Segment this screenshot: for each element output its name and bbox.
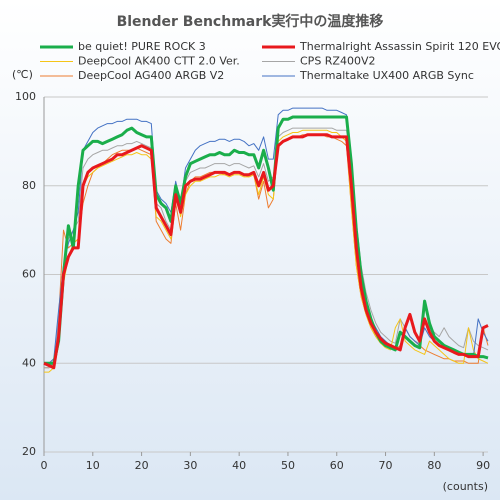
legend-label: CPS RZ400V2 [300, 55, 376, 68]
x-tick-label: 90 [476, 459, 490, 472]
x-tick-label: 30 [183, 459, 197, 472]
y-unit: (℃) [12, 68, 33, 81]
y-tick-label: 60 [22, 268, 36, 281]
y-tick-label: 40 [22, 356, 36, 369]
series-line [44, 107, 489, 364]
legend-label: Thermalright Assassin Spirit 120 EVO [299, 40, 500, 53]
x-tick-label: 60 [330, 459, 344, 472]
x-tick-label: 0 [41, 459, 48, 472]
x-tick-label: 80 [427, 459, 441, 472]
y-tick-label: 100 [15, 90, 36, 103]
x-tick-label: 10 [86, 459, 100, 472]
legend-label: DeepCool AG400 ARGB V2 [78, 69, 224, 82]
series-line [43, 133, 489, 370]
legend-label: Thermaltake UX400 ARGB Sync [299, 69, 474, 82]
y-tick-label: 20 [22, 445, 36, 458]
chart-title: Blender Benchmark実行中の温度推移 [117, 13, 384, 30]
legend-label: DeepCool AK400 CTT 2.0 Ver. [78, 55, 240, 68]
x-unit: (counts) [443, 480, 488, 493]
x-tick-label: 50 [281, 459, 295, 472]
series-line [44, 115, 489, 365]
x-tick-label: 40 [232, 459, 246, 472]
x-tick-label: 20 [135, 459, 149, 472]
legend-label: be quiet! PURE ROCK 3 [78, 40, 206, 53]
y-tick-label: 80 [22, 179, 36, 192]
x-tick-label: 70 [379, 459, 393, 472]
